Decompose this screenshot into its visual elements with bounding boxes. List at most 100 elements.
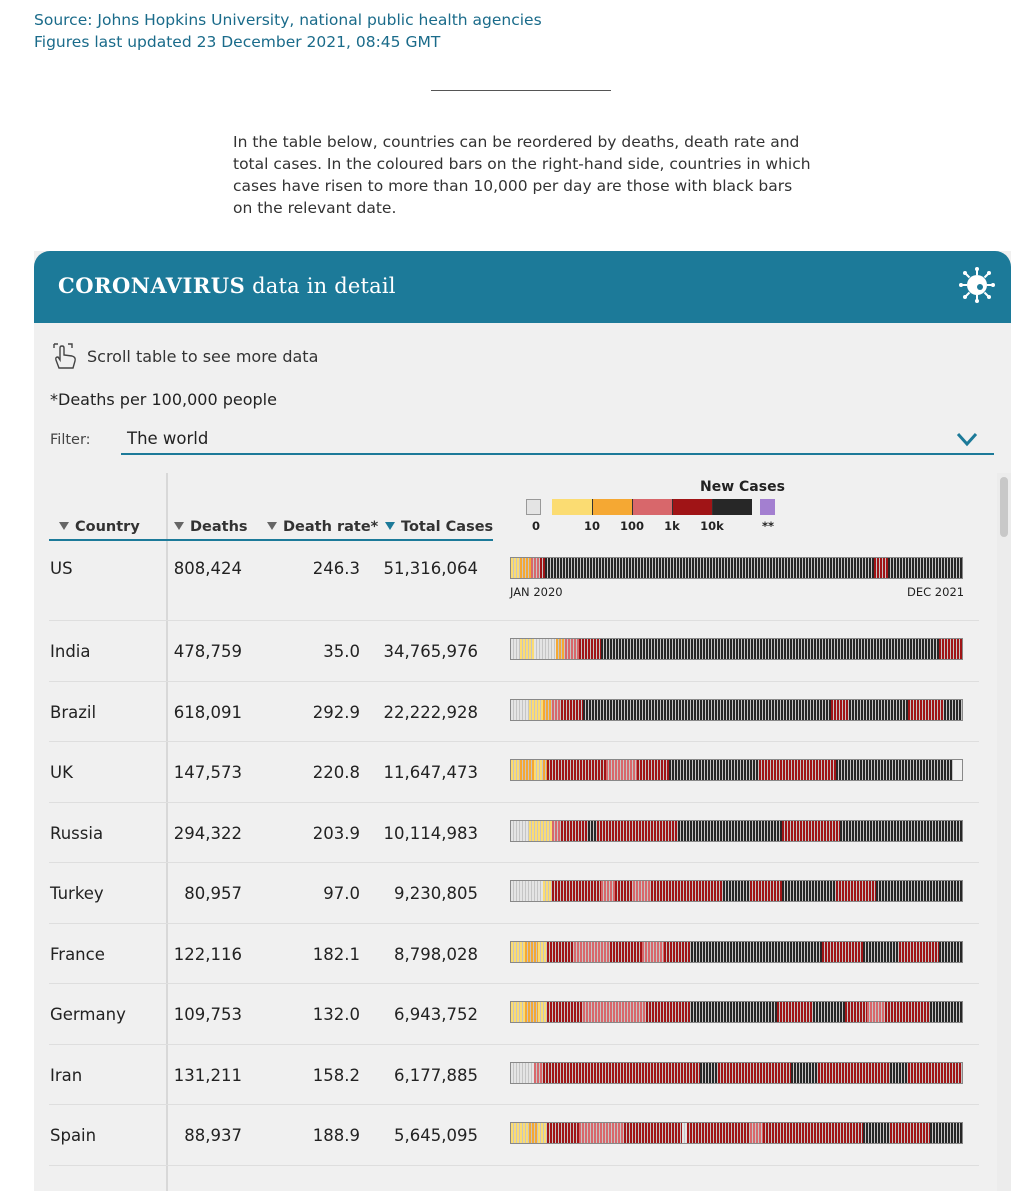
table-row: Germany 109,753 132.0 6,943,752	[49, 984, 979, 1045]
timeline-segment	[677, 821, 782, 841]
legend-swatch-10kplus	[712, 499, 752, 515]
timeline-segment	[583, 1002, 647, 1022]
timeline-segment	[601, 881, 615, 901]
timeline-segment	[686, 1123, 750, 1143]
header-total-cases[interactable]: Total Cases	[385, 519, 493, 535]
country-cell: Spain	[50, 1126, 97, 1145]
table-row: Brazil 618,091 292.9 22,222,928	[49, 682, 979, 742]
header-country[interactable]: Country	[59, 519, 140, 535]
source-note: Source: Johns Hopkins University, nation…	[34, 9, 542, 53]
timeline-segment	[520, 760, 534, 780]
timeline-segment	[637, 760, 669, 780]
header-deaths-label: Deaths	[190, 519, 248, 535]
timeline-segment	[777, 1002, 814, 1022]
legend-tick	[592, 499, 593, 515]
deaths-cell: 294,322	[173, 824, 242, 843]
timeline-segment	[907, 1063, 962, 1083]
timeline-segment	[547, 942, 575, 962]
table-row: Russia 294,322 203.9 10,114,983	[49, 803, 979, 863]
death-rate-cell: 246.3	[312, 559, 360, 578]
country-cell: US	[50, 559, 73, 578]
timeline-segment	[700, 1063, 719, 1083]
deaths-cell: 109,753	[173, 1005, 242, 1024]
timeline-segment	[763, 1123, 863, 1143]
timeline-segment	[542, 1063, 701, 1083]
timeline-segment	[511, 1123, 530, 1143]
timeline-segment	[898, 942, 940, 962]
legend-swatch-1k	[632, 499, 672, 515]
timeline-segment	[664, 942, 692, 962]
timeline-segment	[691, 942, 823, 962]
death-rate-cell: 132.0	[312, 1005, 360, 1024]
header-death-rate[interactable]: Death rate*	[267, 519, 378, 535]
timeline-segment	[538, 1002, 548, 1022]
timeline-segment	[511, 639, 521, 659]
country-cell: Germany	[50, 1005, 126, 1024]
row-divider	[49, 1165, 979, 1166]
table-row: Spain 88,937 188.9 5,645,095	[49, 1105, 979, 1166]
death-rate-cell: 182.1	[312, 945, 360, 964]
country-cell: Turkey	[50, 884, 104, 903]
legend-tick	[672, 499, 673, 515]
scroll-hint: Scroll table to see more data	[50, 341, 318, 371]
card-header: CORONAVIRUS data in detail	[34, 251, 1011, 323]
table-row: India 478,759 35.0 34,765,976	[49, 621, 979, 682]
timeline-segment	[867, 1002, 886, 1022]
filter-dropdown[interactable]: The world	[121, 427, 994, 455]
timeline-segment	[524, 1002, 539, 1022]
timeline-segment	[862, 942, 899, 962]
timeline-segment	[718, 1063, 791, 1083]
cases-timeline-bar	[510, 880, 963, 902]
legend-swatch-100	[592, 499, 632, 515]
table-row: US 808,424 246.3 51,316,064 JAN 2020 DEC 2021	[49, 541, 979, 621]
row-divider	[49, 862, 979, 863]
timeline-segment	[831, 700, 850, 720]
updated-line: Figures last updated 23 December 2021, 0…	[34, 33, 441, 51]
timeline-segment	[943, 700, 962, 720]
timeline-segment	[511, 881, 543, 901]
country-cell: India	[50, 642, 91, 661]
total-cases-cell: 6,943,752	[394, 1005, 478, 1024]
timeline-segment	[524, 942, 539, 962]
death-rate-cell: 158.2	[312, 1066, 360, 1085]
total-cases-cell: 6,177,885	[394, 1066, 478, 1085]
timeline-segment	[538, 942, 548, 962]
timeline-segment	[813, 1002, 845, 1022]
timeline-segment	[551, 881, 602, 901]
timeline-segment	[544, 558, 875, 578]
timeline-segment	[790, 1063, 818, 1083]
chevron-down-icon	[956, 432, 978, 447]
data-table: Country Deaths Death rate* Total Cases N…	[49, 473, 1011, 1191]
timeline-segment	[849, 700, 908, 720]
scroll-hint-text: Scroll table to see more data	[87, 346, 319, 366]
timeline-segment	[691, 1002, 778, 1022]
sort-arrow-icon	[174, 522, 184, 530]
timeline-segment	[930, 1002, 962, 1022]
timeline-segment	[601, 639, 940, 659]
legend-tick	[632, 499, 633, 515]
total-cases-cell: 34,765,976	[383, 642, 478, 661]
timeline-segment	[610, 942, 642, 962]
header-underline	[49, 539, 493, 541]
timeline-segment	[511, 558, 521, 578]
legend-label: 10	[583, 519, 601, 533]
table-scrollbar[interactable]	[997, 473, 1011, 1191]
scrollbar-thumb[interactable]	[1000, 477, 1008, 537]
cases-timeline-bar	[510, 699, 963, 721]
deaths-cell: 80,957	[184, 884, 242, 903]
total-cases-cell: 51,316,064	[383, 559, 478, 578]
timeline-segment	[646, 1002, 692, 1022]
timeline-segment	[930, 1123, 962, 1143]
cases-timeline-bar	[510, 1122, 963, 1144]
timeline-segment	[605, 760, 638, 780]
row-divider	[49, 983, 979, 984]
intro-paragraph: In the table below, countries can be reo…	[233, 133, 811, 217]
timeline-segment	[623, 1123, 683, 1143]
timeline-segment	[876, 881, 962, 901]
timeline-segment	[529, 700, 543, 720]
header-deaths[interactable]: Deaths	[174, 519, 248, 535]
death-rate-cell: 220.8	[312, 763, 360, 782]
timeline-segment	[511, 1002, 525, 1022]
death-rate-cell: 203.9	[312, 824, 360, 843]
legend-swatch-other	[760, 499, 775, 515]
